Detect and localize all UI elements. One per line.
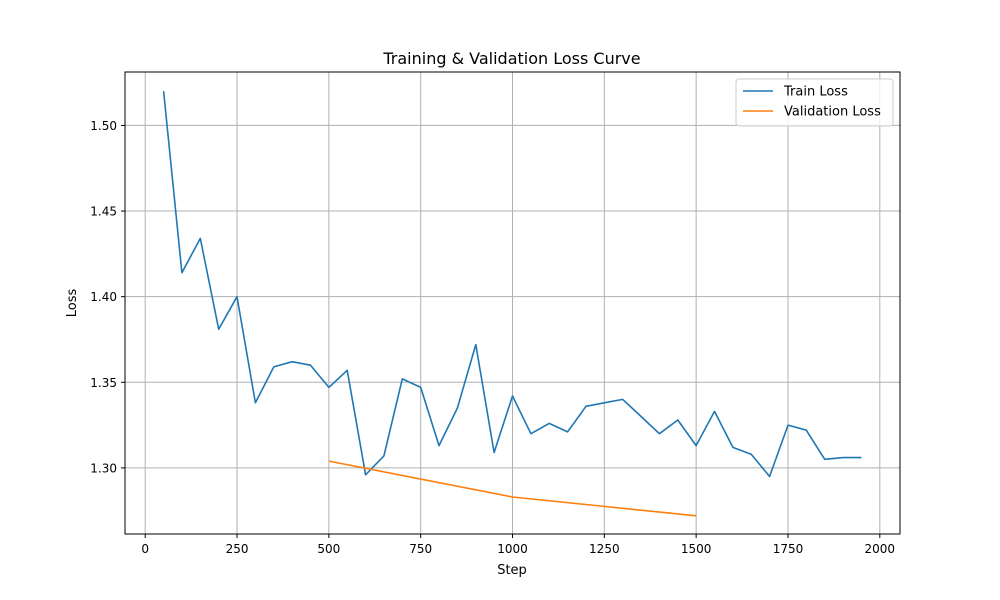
y-tick-label: 1.35 xyxy=(90,376,117,390)
axis-ticks: 0 250 500 750 1000 1250 1500 1750 2000 1.30 1.35 1.… xyxy=(90,119,895,556)
x-tick-label: 1750 xyxy=(773,542,804,556)
x-axis-label: Step xyxy=(497,563,527,578)
y-tick-label: 1.50 xyxy=(90,119,117,133)
legend-box xyxy=(735,78,894,127)
series-line-train-loss xyxy=(162,91,862,478)
x-tick-label: 2000 xyxy=(865,542,896,556)
x-tick-label: 0 xyxy=(141,542,149,556)
y-axis-label: Loss xyxy=(65,289,80,318)
legend-label: Train Loss xyxy=(783,85,848,100)
y-tick-label: 1.40 xyxy=(90,290,117,304)
x-tick-label: 1250 xyxy=(589,542,620,556)
series-line-validation-loss xyxy=(328,460,697,517)
chart-title: Training & Validation Loss Curve xyxy=(382,49,640,68)
legend: Train Loss Validation Loss xyxy=(735,78,894,127)
series-lines xyxy=(162,91,862,517)
x-tick-label: 250 xyxy=(226,542,249,556)
grid-lines xyxy=(125,72,900,534)
y-tick-label: 1.30 xyxy=(90,461,117,475)
x-tick-label: 1500 xyxy=(681,542,712,556)
x-tick-label: 500 xyxy=(317,542,340,556)
legend-label: Validation Loss xyxy=(784,105,881,120)
x-tick-label: 1000 xyxy=(497,542,528,556)
x-tick-label: 750 xyxy=(409,542,432,556)
y-tick-label: 1.45 xyxy=(90,205,117,219)
